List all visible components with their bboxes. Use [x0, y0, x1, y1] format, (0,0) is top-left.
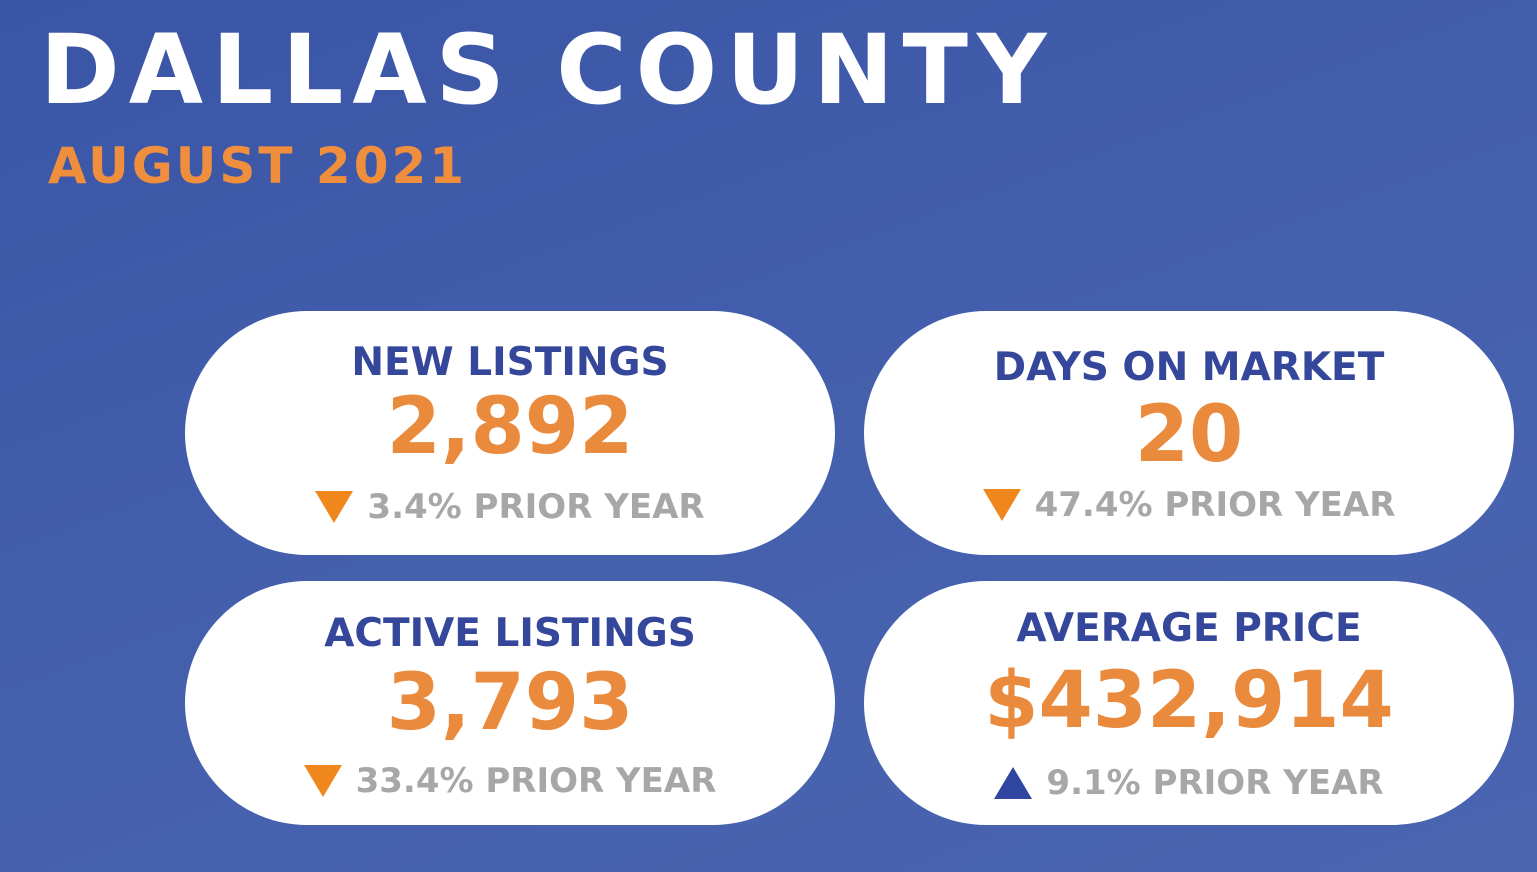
stat-change-text: 47.4% PRIOR YEAR [1034, 485, 1396, 525]
new-listings-card: NEW LISTINGS 2,892 3.4% PRIOR YEAR [185, 311, 835, 555]
stat-value: 20 [1134, 390, 1244, 480]
stat-value: 2,892 [386, 382, 634, 472]
page-title: DALLAS COUNTY [40, 14, 1056, 126]
stat-label: AVERAGE PRICE [1016, 606, 1362, 651]
page-subtitle: AUGUST 2021 [48, 137, 468, 195]
days-on-market-card: DAYS ON MARKET 20 47.4% PRIOR YEAR [864, 311, 1514, 555]
stat-change: 3.4% PRIOR YEAR [185, 487, 835, 527]
stat-change-text: 9.1% PRIOR YEAR [1046, 763, 1384, 803]
active-listings-card: ACTIVE LISTINGS 3,793 33.4% PRIOR YEAR [185, 581, 835, 825]
stat-value: 3,793 [386, 658, 634, 748]
average-price-card: AVERAGE PRICE $432,914 9.1% PRIOR YEAR [864, 581, 1514, 825]
stat-label: NEW LISTINGS [351, 340, 669, 385]
stat-change: 47.4% PRIOR YEAR [864, 485, 1514, 525]
stat-change: 33.4% PRIOR YEAR [185, 761, 835, 801]
down-triangle-icon [982, 489, 1021, 521]
stat-label: DAYS ON MARKET [993, 345, 1385, 390]
stat-change-text: 3.4% PRIOR YEAR [367, 487, 705, 527]
stat-label: ACTIVE LISTINGS [324, 611, 696, 656]
down-triangle-icon [315, 491, 354, 523]
stat-change: 9.1% PRIOR YEAR [864, 763, 1514, 803]
stat-value: $432,914 [984, 656, 1394, 746]
stat-change-text: 33.4% PRIOR YEAR [355, 761, 717, 801]
down-triangle-icon [303, 765, 342, 797]
up-triangle-icon [994, 767, 1033, 799]
